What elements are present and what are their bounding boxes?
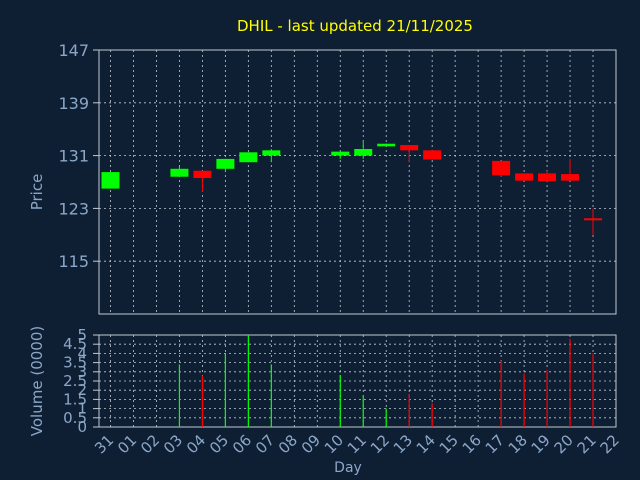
candle-body — [377, 143, 396, 147]
candle-body — [170, 168, 189, 177]
volume-tick-label: 2 — [77, 381, 87, 399]
volume-panel: 3101020304050607080910111213141516171819… — [63, 326, 623, 457]
candle-body — [331, 151, 350, 156]
candle-body — [515, 173, 534, 181]
volume-tick-label: 0.5 — [63, 409, 87, 427]
candle-body — [239, 152, 258, 163]
volume-tick-label: 3.5 — [63, 354, 87, 372]
volume-tick-label: 4 — [77, 344, 87, 362]
candle-body — [354, 149, 373, 156]
price-axis-label: Price — [28, 174, 46, 211]
price-tick-label: 123 — [58, 199, 89, 218]
price-plot-frame — [98, 49, 617, 315]
x-axis-label: Day — [334, 460, 362, 476]
candle-body — [423, 150, 442, 160]
volume-axis-label: Volume (0000) — [28, 326, 46, 436]
volume-tick-label: 0 — [77, 418, 87, 436]
volume-plot-frame — [98, 334, 617, 428]
candle-body — [400, 145, 419, 151]
volume-tick-label: 1.5 — [63, 390, 87, 408]
volume-tick-label: 1 — [77, 400, 87, 418]
volume-tick-label: 3 — [77, 363, 87, 381]
price-tick-label: 139 — [58, 94, 89, 113]
candle-body — [492, 160, 511, 176]
day-tick-label: 22 — [597, 431, 623, 457]
price-tick-label: 115 — [58, 252, 89, 271]
volume-tick-label: 5 — [77, 326, 87, 344]
price-tick-label: 131 — [58, 147, 89, 166]
price-tick-label: 147 — [58, 41, 89, 60]
chart-title: DHIL - last updated 21/11/2025 — [237, 17, 473, 35]
candle-body — [538, 173, 557, 182]
price-panel: 147 139 131 123 115 — [58, 41, 617, 315]
candle-body — [101, 172, 120, 189]
volume-tick-label: 2.5 — [63, 372, 87, 390]
candle-body — [193, 170, 212, 179]
candle-body — [561, 174, 580, 181]
volume-tick-label: 4.5 — [63, 335, 87, 353]
candle-body — [262, 150, 281, 156]
candle-body — [216, 158, 235, 169]
candle-body — [584, 218, 603, 221]
